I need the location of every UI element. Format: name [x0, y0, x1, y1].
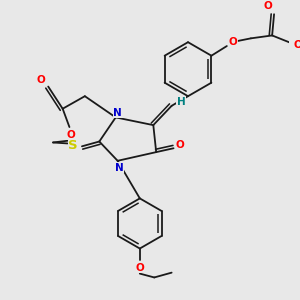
Text: O: O [176, 140, 185, 150]
Text: N: N [113, 108, 122, 118]
Text: N: N [115, 163, 124, 172]
Text: O: O [264, 1, 273, 10]
Text: O: O [135, 263, 144, 273]
Text: H: H [177, 97, 186, 107]
Text: O: O [294, 40, 300, 50]
Text: O: O [228, 37, 237, 47]
Text: O: O [67, 130, 76, 140]
Text: S: S [68, 139, 78, 152]
Text: O: O [36, 75, 45, 85]
